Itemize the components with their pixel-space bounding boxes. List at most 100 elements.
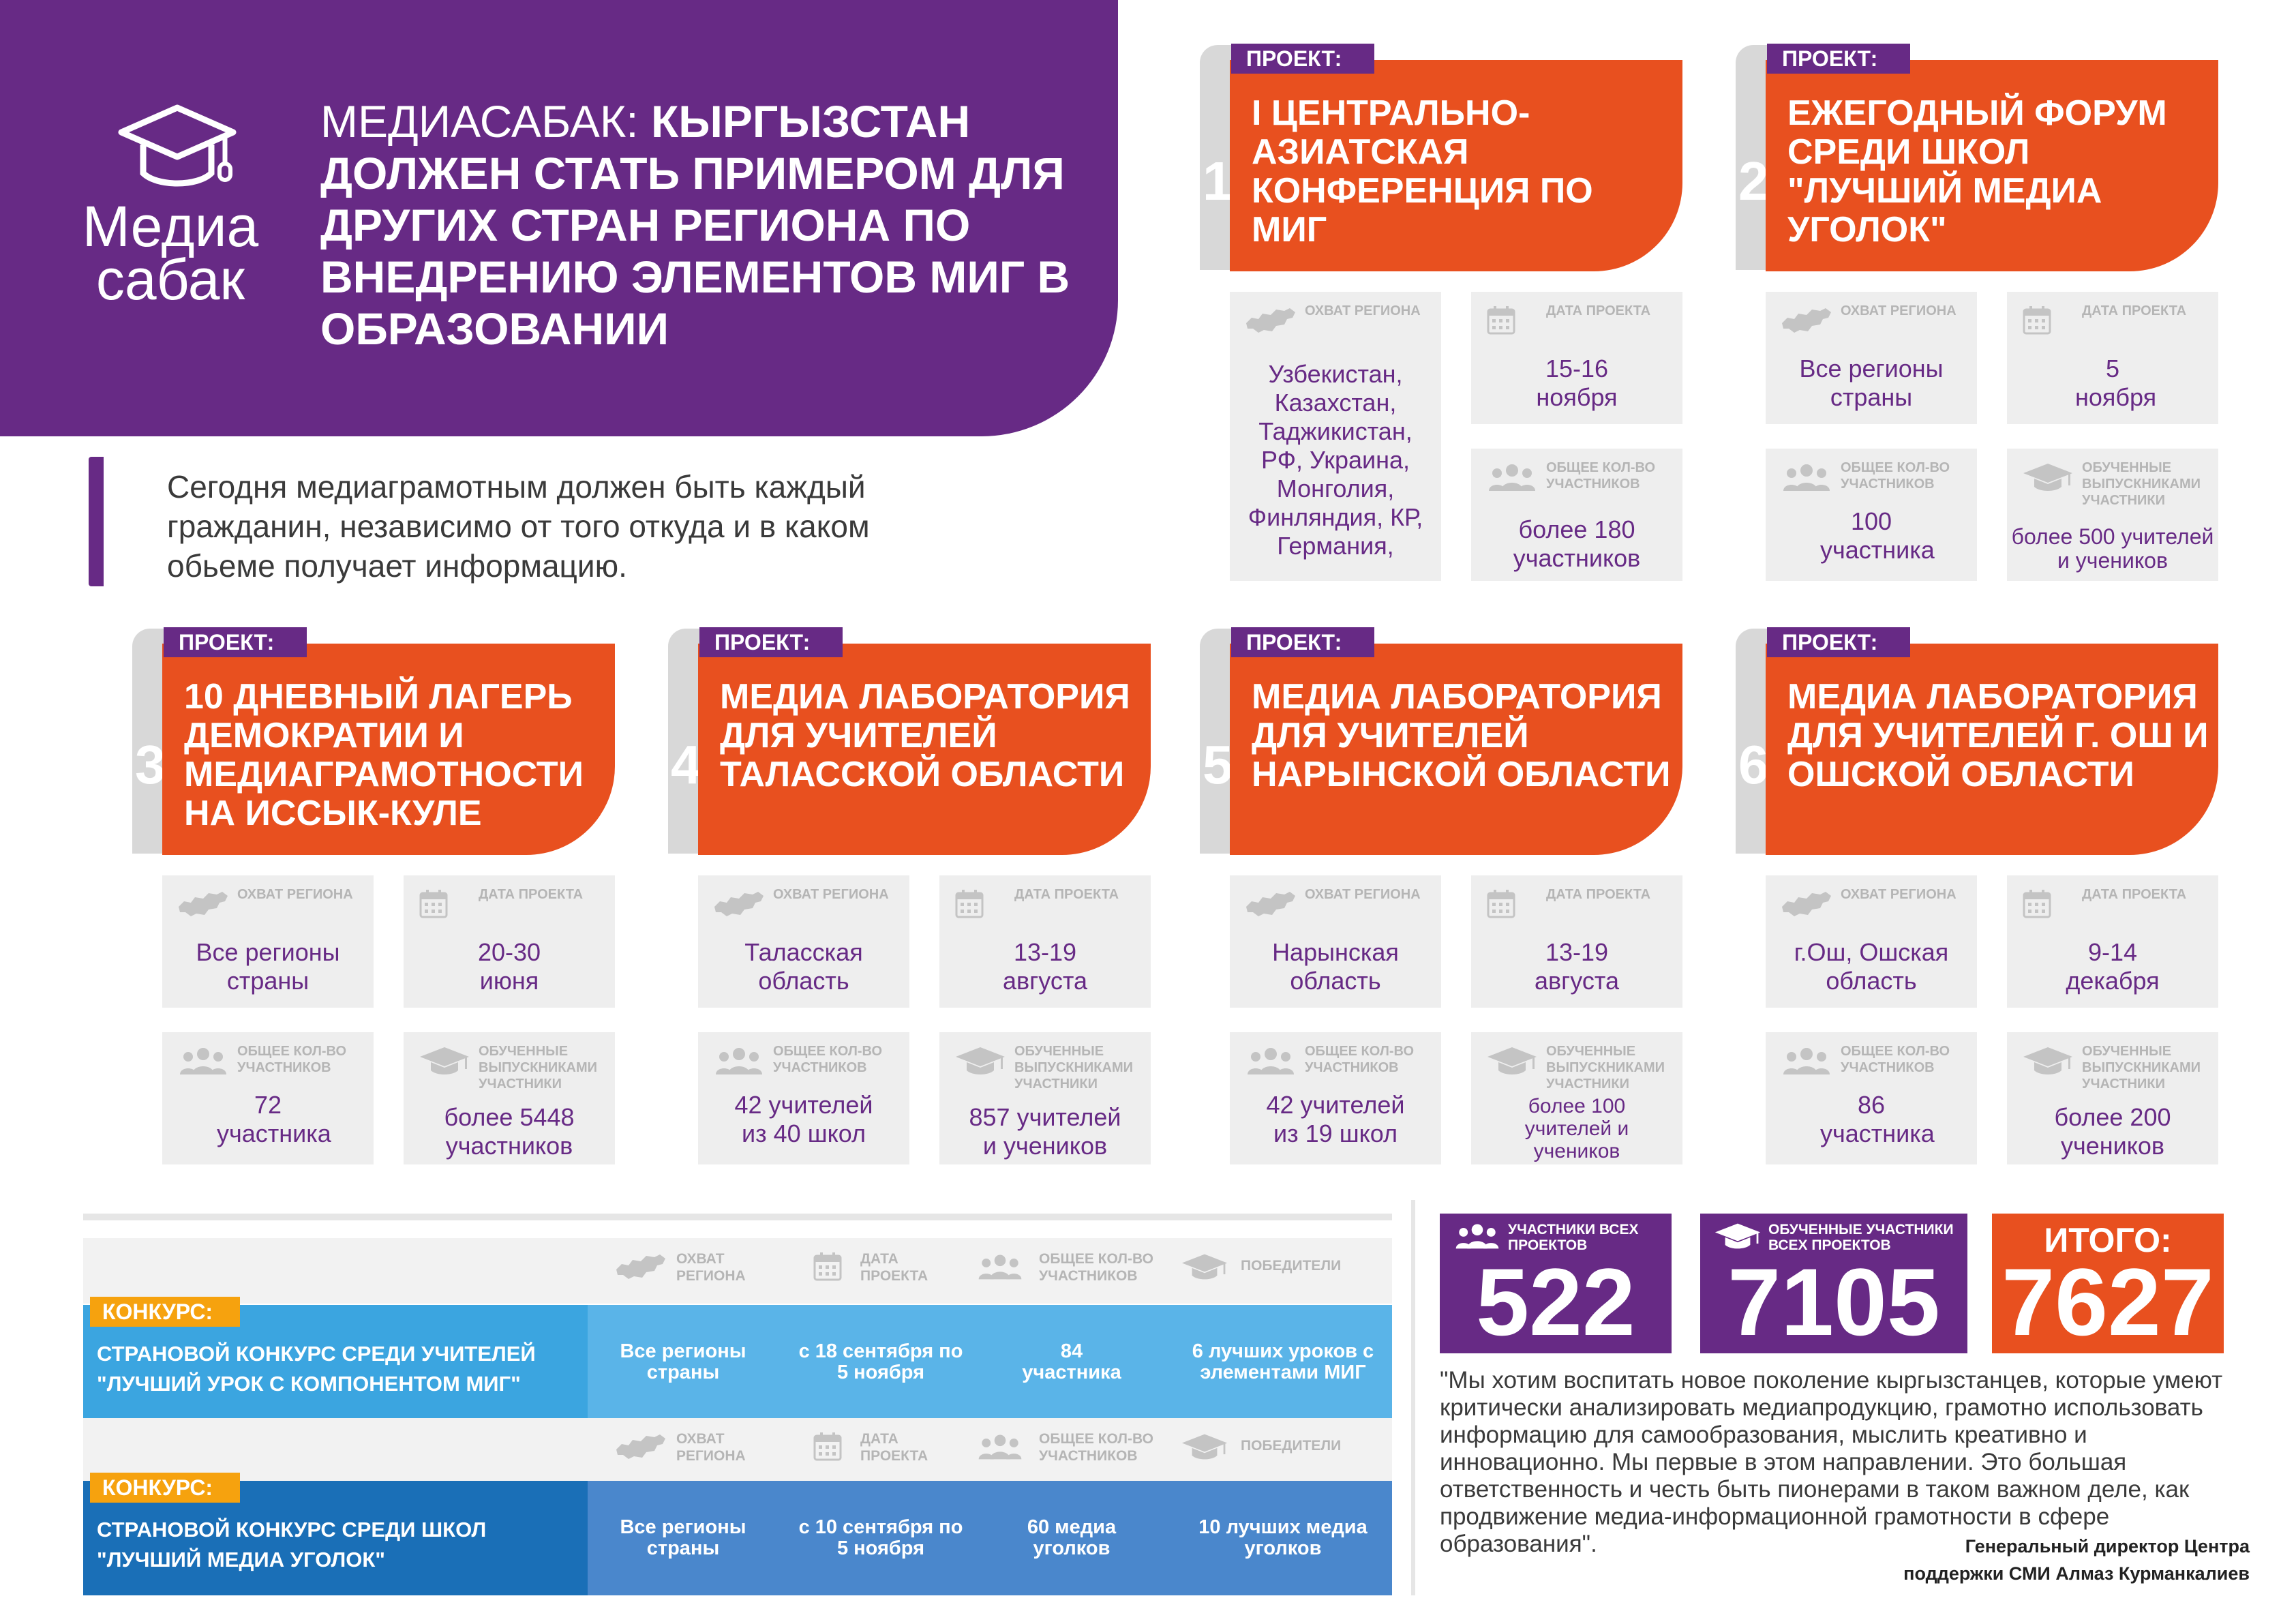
region-value: Все регионы страны [1799,355,1944,411]
participants-box: ОБЩЕЕ КОЛ-ВО УЧАСТНИКОВ 42 учителей из 1… [1230,1032,1441,1164]
participants-value: 100 участника [1820,507,1935,564]
trained-value: 857 учителей и учеников [969,1103,1121,1160]
participants-value: 72 участника [217,1091,331,1147]
graduation-cap-icon [954,1046,1006,1076]
project-tag: ПРОЕКТ: [1767,627,1910,657]
date-box: ДАТА ПРОЕКТА 15-16 ноября [1471,292,1682,424]
project-title: ЕЖЕГОДНЫЙ ФОРУМ СРЕДИ ШКОЛ "ЛУЧШИЙ МЕДИА… [1787,93,2167,250]
graduation-cap-icon [1714,1220,1762,1252]
total-trained-value: 7105 [1727,1248,1940,1355]
trained-value: более 5448 участников [444,1103,575,1160]
grand-total-value: 7627 [2002,1248,2214,1355]
graduation-cap-icon [2022,462,2074,492]
col-participants: ОБЩЕЕ КОЛ-ВО УЧАСТНИКОВ [976,1248,1181,1295]
graduation-cap-icon [2022,1046,2074,1076]
page-title: МЕДИАСАБАК: КЫРГЫЗСТАН ДОЛЖЕН СТАТЬ ПРИМ… [320,95,1104,355]
col-date-label: ДАТА ПРОЕКТА [860,1251,928,1284]
col-winners-label: ПОБЕДИТЕЛИ [1241,1438,1342,1454]
project-number: 4 [671,734,701,795]
date-label: ДАТА ПРОЕКТА [1014,887,1119,902]
header-banner: Медиа сабак МЕДИАСАБАК: КЫРГЫЗСТАН ДОЛЖЕ… [0,0,1118,436]
calendar-icon [1486,889,1516,919]
region-value: Таласская область [744,938,863,995]
trained-value: более 500 учителей и учеников [2011,524,2214,573]
project-tag: ПРОЕКТ: [1231,627,1374,657]
trained-label: ОБУЧЕННЫЕ ВЫПУСКНИКАМИ УЧАСТНИКИ [1546,1044,1665,1092]
date-label: ДАТА ПРОЕКТА [1546,303,1651,318]
participants-box: ОБЩЕЕ КОЛ-ВО УЧАСТНИКОВ 72 участника [162,1032,374,1164]
project-title-panel: ЕЖЕГОДНЫЙ ФОРУМ СРЕДИ ШКОЛ "ЛУЧШИЙ МЕДИА… [1766,60,2218,271]
participants-label: ОБЩЕЕ КОЛ-ВО УЧАСТНИКОВ [1305,1044,1415,1075]
total-participants-label: УЧАСТНИКИ ВСЕХ ПРОЕКТОВ [1508,1222,1639,1253]
trained-label: ОБУЧЕННЫЕ ВЫПУСКНИКАМИ УЧАСТНИКИ [479,1044,597,1092]
contest-values: Все регионы страны с 10 сентября по 5 но… [588,1481,1392,1595]
project-number: 2 [1738,151,1769,211]
date-box: ДАТА ПРОЕКТА 13-19 августа [939,875,1151,1008]
project-card-4: 4 ПРОЕКТ: МЕДИА ЛАБОРАТОРИЯ ДЛЯ УЧИТЕЛЕЙ… [668,627,1151,1174]
contest-values: Все регионы страны с 18 сентября по 5 но… [588,1305,1392,1419]
col-winners-label: ПОБЕДИТЕЛИ [1241,1258,1342,1274]
author-line2: поддержки СМИ Алмаз Курманкалиев [1903,1563,2250,1584]
total-participants-box: УЧАСТНИКИ ВСЕХ ПРОЕКТОВ 522 [1440,1214,1672,1353]
trained-label: ОБУЧЕННЫЕ ВЫПУСКНИКАМИ УЧАСТНИКИ [1014,1044,1133,1092]
intro-accent-bar [89,457,104,586]
total-trained-label: ОБУЧЕННЫЕ УЧАСТНИКИ ВСЕХ ПРОЕКТОВ [1768,1222,1954,1253]
contest-participants: 84 участника [1022,1340,1121,1383]
kyrgyzstan-map-icon [177,889,229,919]
date-value: 5 ноября [2075,355,2157,411]
region-box: ОХВАТ РЕГИОНА г.Ош, Ошская область [1766,875,1977,1008]
calendar-icon [2022,305,2052,335]
region-box: ОХВАТ РЕГИОНА Таласская область [698,875,909,1008]
project-tag: ПРОЕКТ: [164,627,307,657]
people-icon [1486,462,1538,492]
region-label: ОХВАТ РЕГИОНА [1841,887,1957,902]
region-label: ОХВАТ РЕГИОНА [773,887,889,902]
participants-value: более 180 участников [1513,515,1641,572]
date-value: 9-14 декабря [2066,938,2160,995]
contest-winners: 6 лучших уроков с элементами МИГ [1192,1340,1374,1383]
contest-date: с 10 сентября по 5 ноября [798,1516,963,1559]
date-label: ДАТА ПРОЕКТА [2082,887,2187,902]
trained-box: ОБУЧЕННЫЕ ВЫПУСКНИКАМИ УЧАСТНИКИ более 5… [404,1032,615,1164]
kyrgyzstan-map-icon [615,1252,667,1282]
participants-box: ОБЩЕЕ КОЛ-ВО УЧАСТНИКОВ 100 участника [1766,449,1977,581]
project-card-2: 2 ПРОЕКТ: ЕЖЕГОДНЫЙ ФОРУМ СРЕДИ ШКОЛ "ЛУ… [1736,44,2218,590]
region-value: Все регионы страны [196,938,340,995]
trained-value: более 200 учеников [2054,1103,2171,1160]
trained-label: ОБУЧЕННЫЕ ВЫПУСКНИКАМИ УЧАСТНИКИ [2082,1044,2201,1092]
graduation-cap-logo-icon [118,104,237,187]
col-winners: ПОБЕДИТЕЛИ [1181,1428,1378,1475]
col-region-label: ОХВАТ РЕГИОНА [676,1431,746,1464]
region-value: г.Ош, Ошская область [1794,938,1949,995]
contest-participants: 60 медиа уголков [1027,1516,1117,1559]
people-icon [177,1046,229,1076]
contest-name: СТРАНОВОЙ КОНКУРС СРЕДИ УЧИТЕЛЕЙ "ЛУЧШИЙ… [97,1342,536,1396]
people-icon [1781,462,1832,492]
kyrgyzstan-map-icon [1781,305,1832,335]
grand-total-label: ИТОГО: [2044,1221,2172,1259]
project-card-6: 6 ПРОЕКТ: МЕДИА ЛАБОРАТОРИЯ ДЛЯ УЧИТЕЛЕЙ… [1736,627,2218,1174]
date-label: ДАТА ПРОЕКТА [2082,303,2187,318]
project-number: 5 [1203,734,1233,795]
contest-name: СТРАНОВОЙ КОНКУРС СРЕДИ ШКОЛ "ЛУЧШИЙ МЕД… [97,1518,487,1572]
logo-text-line1: Медиа [82,194,259,258]
region-label: ОХВАТ РЕГИОНА [1305,303,1421,318]
project-card-1: 1 ПРОЕКТ: I ЦЕНТРАЛЬНО-АЗИАТСКАЯ КОНФЕРЕ… [1200,44,1682,590]
people-icon [976,1252,1024,1282]
trained-label: ОБУЧЕННЫЕ ВЫПУСКНИКАМИ УЧАСТНИКИ [2082,460,2201,508]
grand-total-box: ИТОГО: 7627 [1992,1214,2224,1353]
project-title: МЕДИА ЛАБОРАТОРИЯ ДЛЯ УЧИТЕЛЕЙ НАРЫНСКОЙ… [1252,677,1671,794]
people-icon [1453,1220,1501,1252]
project-title-panel: I ЦЕНТРАЛЬНО-АЗИАТСКАЯ КОНФЕРЕНЦИЯ ПО МИ… [1230,60,1682,271]
participants-value: 86 участника [1820,1091,1935,1147]
col-participants: ОБЩЕЕ КОЛ-ВО УЧАСТНИКОВ [976,1428,1181,1475]
contest-region: Все регионы страны [620,1340,746,1383]
contest-header-2: ОХВАТ РЕГИОНА ДАТА ПРОЕКТА ОБЩЕЕ КОЛ-ВО … [83,1418,1392,1484]
contest-frame [83,1214,1392,1220]
graduation-cap-icon [1181,1252,1228,1282]
contest-row-1: СТРАНОВОЙ КОНКУРС СРЕДИ УЧИТЕЛЕЙ "ЛУЧШИЙ… [83,1305,1392,1419]
mediasabak-logo: Медиа сабак [82,102,259,308]
people-icon [1245,1046,1297,1076]
participants-label: ОБЩЕЕ КОЛ-ВО УЧАСТНИКОВ [1841,460,1950,492]
col-winners: ПОБЕДИТЕЛИ [1181,1248,1378,1295]
